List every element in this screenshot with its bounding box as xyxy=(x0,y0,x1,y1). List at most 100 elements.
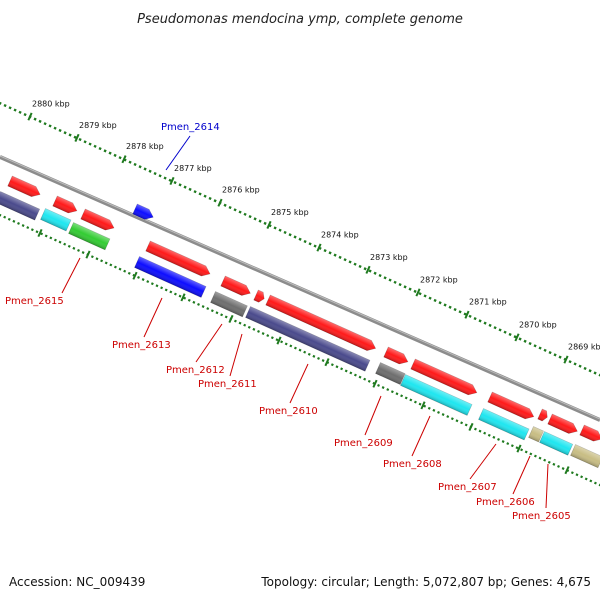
inner-dot xyxy=(547,460,551,464)
scale-tick xyxy=(27,112,33,121)
scale-dot xyxy=(433,298,437,303)
inner-dot xyxy=(243,323,247,327)
scale-dot xyxy=(418,292,422,296)
scale-tick xyxy=(464,310,470,319)
scale-dot xyxy=(428,296,432,300)
inner-dot xyxy=(220,313,224,317)
inner-dot xyxy=(473,427,477,431)
gene-label: Pmen_2608 xyxy=(383,459,442,470)
gene-block xyxy=(478,408,530,441)
scale-dot xyxy=(543,348,547,352)
inner-dot xyxy=(455,419,459,423)
scale-dot xyxy=(238,210,242,214)
inner-dot xyxy=(284,342,288,346)
inner-dot xyxy=(330,363,334,367)
scale-dot xyxy=(458,310,462,314)
inner-dot xyxy=(580,475,584,479)
inner-dot xyxy=(557,464,560,468)
scale-dot xyxy=(278,228,282,232)
scale-tick-label: 2871 kbp xyxy=(469,298,507,307)
inner-tick xyxy=(37,228,43,238)
gene-label: Pmen_2605 xyxy=(512,511,571,522)
inner-dot xyxy=(390,390,394,394)
scale-dot xyxy=(473,317,477,321)
inner-dot xyxy=(81,251,85,254)
inner-dot xyxy=(312,354,316,358)
inner-tick xyxy=(564,466,570,475)
inner-dot xyxy=(104,261,108,265)
inner-dot xyxy=(53,238,57,242)
scale-dot xyxy=(203,194,207,198)
inner-dot xyxy=(100,259,104,263)
gene-block xyxy=(245,306,371,372)
inner-dot xyxy=(0,213,2,217)
scale-dot xyxy=(158,174,162,178)
inner-dot xyxy=(524,450,528,454)
scale-dot xyxy=(373,271,377,275)
scale-dot xyxy=(413,289,417,293)
inner-dot xyxy=(137,275,140,279)
inner-dot xyxy=(515,446,519,450)
gene-labels: Pmen_2614 Pmen_2615 Pmen_2613 Pmen_2612 Pmen… xyxy=(5,122,571,522)
gene-arrow-forward xyxy=(579,424,600,442)
inner-dot xyxy=(464,423,468,427)
scale-dot xyxy=(228,205,232,210)
inner-dot xyxy=(437,410,440,414)
scale-dot xyxy=(33,117,37,121)
inner-dot xyxy=(141,278,145,281)
scale-tick-label: 2879 kbp xyxy=(79,121,117,130)
gene-features xyxy=(0,175,600,469)
scale-dot xyxy=(0,101,2,105)
scale-dot xyxy=(518,337,522,341)
scale-dot xyxy=(108,151,112,155)
gene-block xyxy=(375,362,406,385)
scale-dot xyxy=(23,113,27,117)
inner-dot xyxy=(77,248,80,252)
inner-dot xyxy=(427,406,431,410)
scale-dot xyxy=(468,314,472,318)
scale-dot xyxy=(488,323,492,327)
gene-leader-line xyxy=(229,333,243,377)
inner-dot xyxy=(123,269,127,273)
inner-dot xyxy=(593,481,597,485)
inner-dot xyxy=(386,388,390,392)
gene-arrow-forward xyxy=(7,175,41,198)
inner-dot xyxy=(113,265,117,269)
inner-dot xyxy=(404,396,408,400)
inner-dot xyxy=(335,365,339,369)
genome-backbone xyxy=(0,155,600,422)
scale-dot xyxy=(338,255,342,259)
inner-dot xyxy=(584,477,588,481)
scale-tick-label: 2878 kbp xyxy=(126,142,164,151)
inner-dot xyxy=(169,290,173,294)
scale-dot xyxy=(538,346,542,350)
inner-dot xyxy=(349,371,353,375)
scale-dot xyxy=(113,153,117,157)
scale-tick-label: 2876 kbp xyxy=(222,186,260,195)
inner-dot xyxy=(58,240,62,244)
scale-dot xyxy=(313,244,317,248)
scale-tick xyxy=(365,265,371,274)
inner-dot xyxy=(413,400,417,404)
gene-arrow-forward xyxy=(265,294,377,351)
scale-dot xyxy=(368,269,372,273)
inner-dot xyxy=(575,473,579,477)
scale-tick xyxy=(563,355,569,364)
scale-dot xyxy=(403,285,407,289)
inner-dot xyxy=(26,226,30,230)
scale-tick-label: 2874 kbp xyxy=(321,231,359,240)
scale-dot xyxy=(18,110,22,114)
inner-dot xyxy=(178,294,182,298)
gene-label: Pmen_2613 xyxy=(112,340,171,351)
inner-dot xyxy=(570,471,574,475)
scale-dot xyxy=(173,181,177,185)
inner-dot xyxy=(538,456,542,460)
scale-tick-label: 2875 kbp xyxy=(271,208,309,217)
scale-dot xyxy=(153,171,157,176)
scale-dot xyxy=(103,149,107,153)
inner-dot xyxy=(187,298,191,302)
inner-dot xyxy=(210,309,214,313)
scale-dot xyxy=(223,203,227,207)
inner-dot xyxy=(118,267,122,271)
